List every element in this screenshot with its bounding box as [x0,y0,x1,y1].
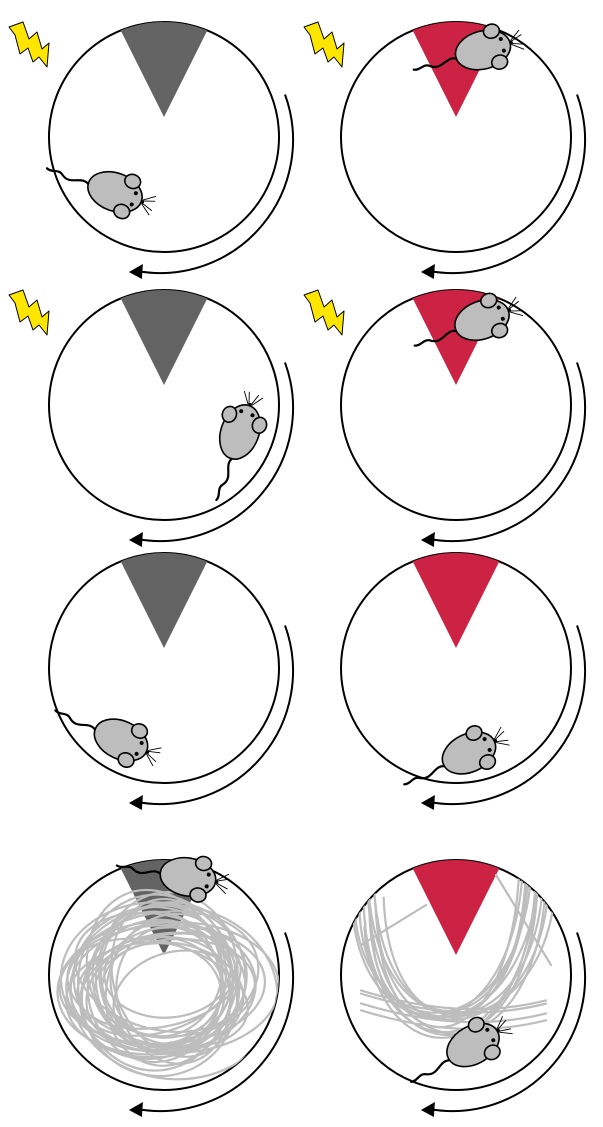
arena-panel-3-left [44,552,295,810]
counterclockwise-arrow-icon [128,532,143,547]
shock-zone-wedge [99,553,229,648]
rotation-arrow [428,625,587,805]
arena-panel-2-right [303,283,587,547]
counterclockwise-arrow-icon [128,795,143,810]
arena-panel-4-right [340,859,587,1117]
counterclockwise-arrow-icon [420,264,435,279]
lightning-bolt-icon [303,289,345,336]
lightning-bolt-icon [8,21,50,68]
arena-panel-4-left [48,840,295,1117]
shock-zone-wedge [99,860,229,955]
shock-zone-wedge [99,22,229,117]
lightning-bolt-icon [8,289,50,336]
movement-track [350,860,558,1039]
arena-panel-1-right [303,16,587,279]
movement-track [56,888,279,1081]
arena-panel-1-left [8,21,295,279]
rotation-arrow [136,94,295,274]
shock-zone-wedge [391,860,521,955]
rotation-arrow [428,362,587,542]
rotation-arrow [428,932,587,1112]
shock-zone-wedge [99,290,229,385]
counterclockwise-arrow-icon [420,795,435,810]
rotation-arrow [428,94,587,274]
panel-grid [8,16,587,1117]
shock-zone-wedge [391,553,521,648]
counterclockwise-arrow-icon [128,1102,143,1117]
rotation-arrow [136,625,295,805]
counterclockwise-arrow-icon [420,1102,435,1117]
counterclockwise-arrow-icon [128,264,143,279]
lightning-bolt-icon [303,21,345,68]
arena-panel-3-right [340,552,587,810]
rotation-arrow [136,362,295,542]
counterclockwise-arrow-icon [420,532,435,547]
arena-panel-2-left [8,289,295,547]
rotation-arrow [136,932,295,1112]
